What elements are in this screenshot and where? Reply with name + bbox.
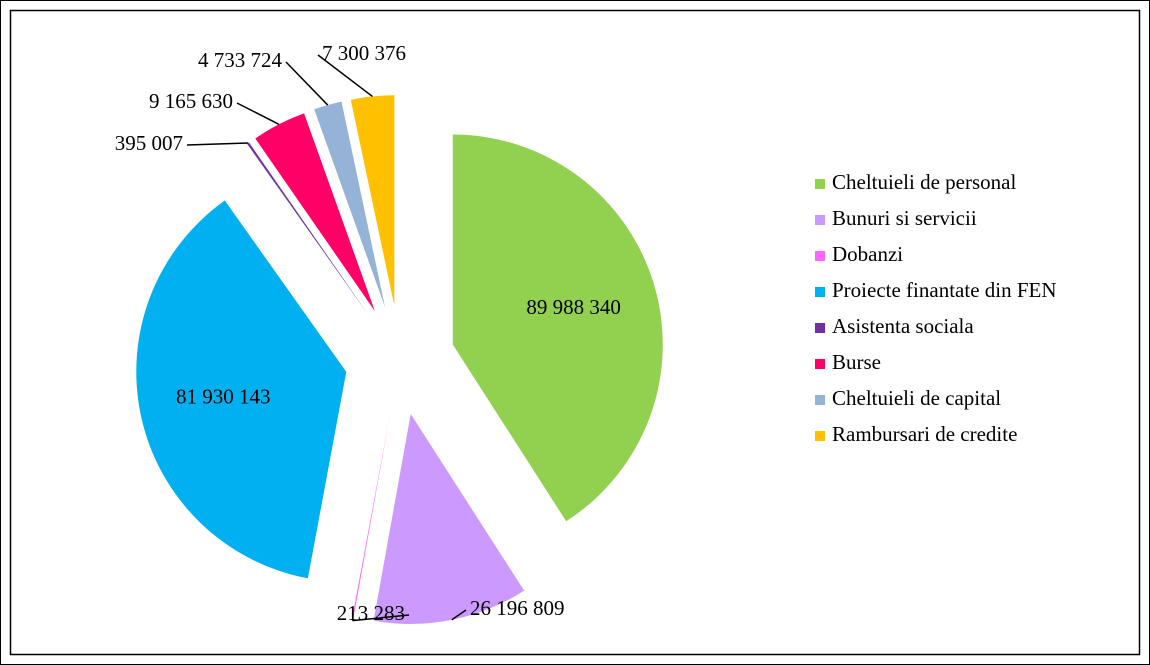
legend-label: Bunuri si servicii	[832, 206, 977, 230]
pie-slice	[255, 113, 375, 312]
leader-line	[186, 142, 248, 146]
data-label: 395 007	[115, 131, 183, 155]
data-label: 7 300 376	[322, 41, 406, 65]
leader-line	[352, 614, 410, 622]
pie-slice	[373, 413, 525, 624]
legend-label: Rambursari de credite	[832, 422, 1017, 446]
legend-swatch	[815, 359, 825, 369]
plot-border	[9, 9, 1141, 656]
legend-label: Burse	[832, 350, 881, 374]
legend-swatch	[815, 215, 825, 225]
pie-slice	[136, 200, 347, 579]
legend-label: Cheltuieli de capital	[832, 386, 1001, 410]
data-label: 213 283	[337, 601, 405, 625]
pie-slice	[351, 414, 391, 621]
pie-slice	[246, 142, 369, 315]
data-label: 9 165 630	[149, 89, 233, 113]
legend-swatch	[815, 395, 825, 405]
data-label: 81 930 143	[176, 385, 271, 409]
data-label: 89 988 340	[526, 295, 621, 319]
leader-line	[317, 54, 373, 98]
data-label: 4 733 724	[198, 48, 283, 72]
pie-slice	[350, 95, 395, 306]
pie-slice	[314, 101, 386, 308]
pie-slice	[452, 134, 663, 522]
leader-line	[285, 61, 329, 106]
legend-swatch	[815, 251, 825, 261]
legend-swatch	[815, 179, 825, 189]
legend-swatch	[815, 287, 825, 297]
legend-swatch	[815, 431, 825, 441]
leader-line	[236, 102, 280, 125]
data-label: 26 196 809	[470, 596, 565, 620]
legend-swatch	[815, 323, 825, 333]
legend-label: Asistenta sociala	[832, 314, 974, 338]
legend-label: Dobanzi	[832, 242, 903, 266]
legend-label: Cheltuieli de personal	[832, 170, 1016, 194]
legend-label: Proiecte finantate din FEN	[832, 278, 1057, 302]
leader-line	[451, 609, 467, 621]
